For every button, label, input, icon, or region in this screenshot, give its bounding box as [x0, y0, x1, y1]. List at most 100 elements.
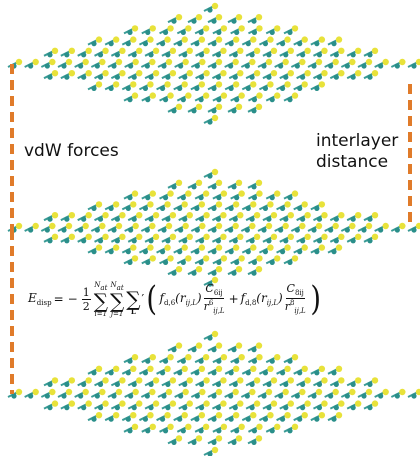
metal-atom	[234, 358, 240, 364]
chalcogen-atom	[169, 377, 177, 384]
metal-atom	[287, 97, 293, 103]
bottom-layer-lattice	[7, 330, 420, 456]
metal-atom	[261, 227, 267, 233]
metal-atom	[127, 29, 133, 35]
chalcogen-atom	[99, 58, 106, 66]
chalcogen-atom	[270, 47, 278, 54]
metal-atom	[178, 63, 184, 69]
chalcogen-atom	[164, 81, 171, 88]
metal-atom	[125, 249, 131, 255]
metal-atom	[171, 439, 177, 445]
metal-atom	[144, 227, 150, 233]
chalcogen-atom	[169, 233, 177, 240]
chalcogen-atom	[68, 233, 76, 240]
chalcogen-atom	[215, 179, 223, 186]
chalcogen-atom	[149, 354, 156, 361]
chalcogen-atom	[291, 25, 299, 32]
chalcogen-atom	[284, 201, 291, 208]
metal-atom	[81, 238, 87, 244]
chalcogen-atom	[270, 400, 278, 407]
chalcogen-atom	[211, 114, 219, 122]
metal-atom	[350, 216, 356, 222]
chalcogen-atom	[338, 377, 345, 384]
chalcogen-atom	[282, 222, 289, 230]
chalcogen-atom	[169, 47, 177, 54]
metal-atom	[125, 41, 131, 47]
eq-term1-f-symbol: f	[159, 291, 164, 305]
chalcogen-atom	[315, 388, 323, 396]
chalcogen-atom	[232, 58, 239, 66]
metal-atom	[191, 184, 197, 190]
metal-atom	[191, 18, 197, 24]
chalcogen-atom	[164, 36, 171, 43]
chalcogen-atom	[365, 222, 373, 230]
metal-atom	[108, 205, 114, 211]
metal-atom	[228, 63, 234, 69]
chalcogen-atom	[195, 14, 203, 21]
chalcogen-atom	[371, 47, 379, 54]
chalcogen-atom	[274, 354, 281, 361]
metal-atom	[367, 238, 373, 244]
chalcogen-atom	[115, 222, 123, 230]
chalcogen-atom	[249, 388, 256, 396]
chalcogen-atom	[220, 212, 227, 219]
metal-atom	[211, 227, 217, 233]
chalcogen-atom	[112, 81, 120, 88]
metal-atom	[148, 381, 154, 387]
chalcogen-atom	[211, 330, 219, 338]
chalcogen-atom	[267, 244, 274, 251]
chalcogen-atom	[284, 36, 291, 43]
metal-atom	[207, 119, 213, 125]
chalcogen-atom	[291, 190, 299, 197]
chalcogen-atom	[256, 423, 263, 430]
metal-atom	[314, 205, 320, 211]
chalcogen-atom	[274, 423, 281, 430]
metal-atom	[297, 41, 303, 47]
chalcogen-atom	[215, 435, 223, 442]
metal-atom	[144, 63, 150, 69]
metal-atom	[194, 85, 200, 91]
eq-sum-j-upper-symbol: N	[110, 280, 117, 289]
metal-atom	[177, 370, 183, 376]
metal-atom	[297, 416, 303, 422]
eq-term1-arg-close: )	[196, 291, 202, 305]
metal-atom	[128, 393, 134, 399]
chalcogen-atom	[382, 58, 389, 66]
metal-atom	[211, 18, 217, 24]
chalcogen-atom	[220, 47, 227, 54]
metal-atom	[314, 85, 320, 91]
metal-atom	[231, 18, 237, 24]
metal-atom	[251, 18, 257, 24]
chalcogen-atom	[215, 244, 223, 251]
chalcogen-atom	[68, 47, 76, 54]
chalcogen-atom	[349, 388, 356, 396]
metal-atom	[91, 370, 97, 376]
eq-term2-denominator: r8ij,L	[285, 299, 306, 315]
metal-atom	[367, 74, 373, 80]
chalcogen-atom	[301, 365, 308, 372]
chalcogen-atom	[304, 212, 311, 219]
chalcogen-atom	[112, 36, 120, 43]
chalcogen-atom	[250, 81, 257, 88]
metal-atom	[283, 381, 289, 387]
eq-equals-sign: =	[53, 292, 64, 306]
eq-term2-denominator-power: 8	[289, 299, 295, 307]
metal-atom	[127, 358, 133, 364]
chalcogen-atom	[68, 212, 76, 219]
metal-atom	[142, 85, 149, 91]
chalcogen-atom	[203, 47, 210, 54]
metal-atom	[311, 227, 317, 233]
chalcogen-atom	[167, 25, 174, 32]
chalcogen-atom	[82, 222, 89, 230]
chalcogen-atom	[215, 58, 223, 66]
chalcogen-atom	[237, 233, 244, 240]
metal-atom	[81, 405, 87, 411]
metal-atom	[165, 405, 171, 411]
metal-atom	[125, 370, 131, 376]
chalcogen-atom	[371, 212, 379, 219]
metal-atom	[367, 52, 373, 58]
chalcogen-atom	[175, 179, 183, 186]
metal-atom	[411, 63, 417, 69]
chalcogen-atom	[253, 400, 261, 407]
chalcogen-atom	[220, 377, 227, 384]
